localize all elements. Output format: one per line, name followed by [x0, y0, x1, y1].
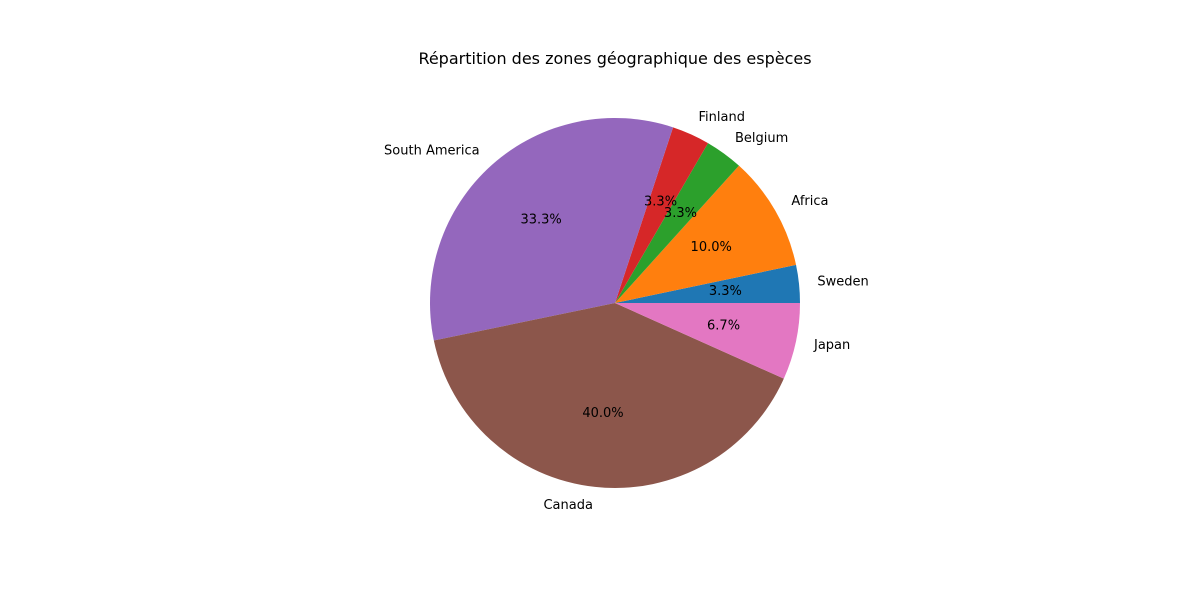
pie-slice-africa [615, 165, 797, 303]
slice-label-south-america: South America [384, 144, 480, 159]
slice-percent-belgium: 3.3% [664, 206, 697, 221]
pie-slice-finland [615, 127, 709, 303]
pie-slice-canada [433, 303, 784, 489]
pie-slices [429, 118, 801, 489]
pie-slice-south-america [429, 118, 674, 341]
slice-label-africa: Africa [791, 194, 828, 209]
pie-slice-sweden [615, 264, 801, 303]
slice-percent-sweden: 3.3% [709, 284, 742, 299]
pie-slice-belgium [615, 143, 739, 303]
chart-title: Répartition des zones géographique des e… [418, 49, 811, 68]
pie-labels: Sweden 3.3% Africa 10.0% Belgium 3.3% Finland 3… [384, 110, 869, 513]
slice-percent-japan: 6.7% [707, 319, 740, 334]
slice-percent-finland: 3.3% [644, 194, 677, 209]
pie-slice-japan [615, 303, 800, 379]
slice-label-japan: Japan [813, 338, 850, 353]
slice-percent-africa: 10.0% [691, 240, 732, 255]
slice-percent-south-america: 33.3% [520, 213, 561, 228]
slice-label-canada: Canada [543, 498, 592, 513]
slice-label-finland: Finland [699, 110, 745, 125]
slice-label-belgium: Belgium [735, 131, 788, 146]
slice-label-sweden: Sweden [817, 274, 868, 289]
slice-percent-canada: 40.0% [582, 406, 623, 421]
